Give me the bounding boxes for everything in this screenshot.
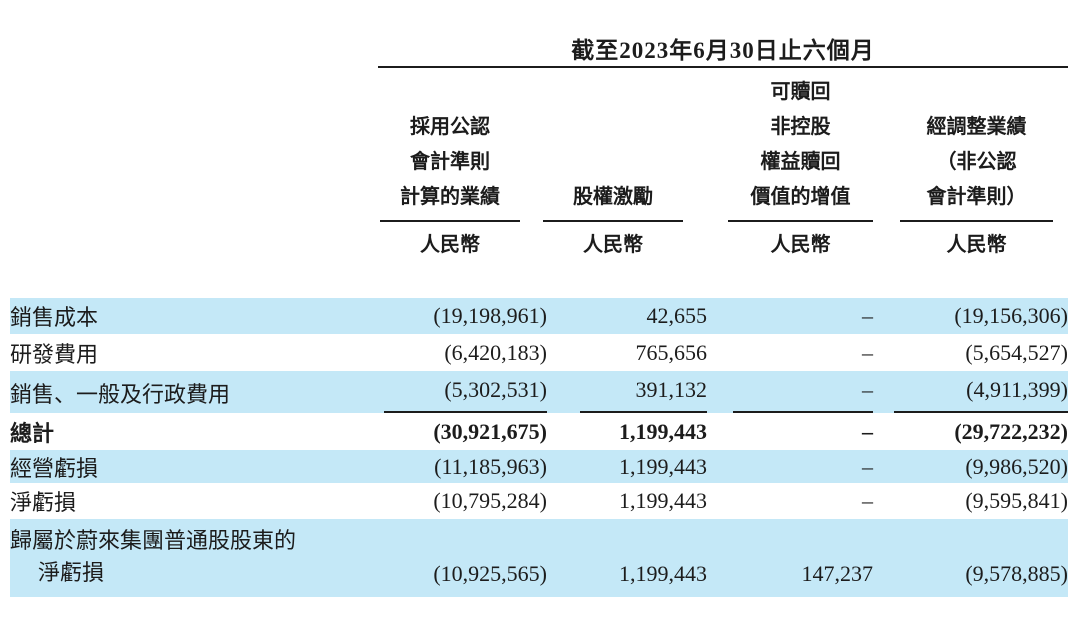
cell-value: – <box>862 418 873 444</box>
cell-value: (9,986,520) <box>965 453 1068 479</box>
underlined-value: (4,911,399) <box>894 371 1068 413</box>
row-label-line-1: 歸屬於蔚來集團普通股股東的 <box>10 528 297 553</box>
table-row-rd-expenses: 研發費用 (6,420,183) 765,656 – (5,654,527) <box>10 334 1068 371</box>
cell-value: (5,654,527) <box>965 339 1068 365</box>
column-header-adjusted-non-gaap-results: 經調整業績 （非公認 會計準則） <box>900 110 1053 222</box>
cell-value: 765,656 <box>635 339 708 365</box>
header-line: 會計準則） <box>926 186 1027 208</box>
table-row-cost-of-sales: 銷售成本 (19,198,961) 42,655 – (19,156,306) <box>10 298 1068 334</box>
table-row-sga-expenses: 銷售、一般及行政費用 (5,302,531) 391,132 – (4,911,… <box>10 371 1068 413</box>
column-header-gaap-results: 採用公認 會計準則 計算的業績 <box>380 110 520 222</box>
cell-value: (19,156,306) <box>954 303 1068 328</box>
header-line: 計算的業績 <box>400 186 500 208</box>
row-label-line-2: 淨虧損 <box>38 560 105 585</box>
table-row-loss-from-operations: 經營虧損 (11,185,963) 1,199,443 – (9,986,520… <box>10 450 1068 483</box>
header-line: 非控股 <box>770 116 831 138</box>
cell-value: 42,655 <box>646 303 708 328</box>
cell-value: – <box>862 453 873 479</box>
row-label: 研發費用 <box>10 341 99 367</box>
row-label: 經營虧損 <box>10 455 99 481</box>
cell-value: – <box>707 371 873 413</box>
column-header-row: 採用公認 會計準則 計算的業績 股權激勵 可贖回 非控股 權益贖回 價值的增值 … <box>0 78 1080 222</box>
header-line: 會計準則 <box>410 151 490 173</box>
table-row-total: 總計 (30,921,675) 1,199,443 – (29,722,232) <box>10 413 1068 450</box>
row-label: 總計 <box>10 420 55 446</box>
row-label: 銷售成本 <box>10 305 99 330</box>
cell-value: 1,199,443 <box>619 418 707 444</box>
period-title-rule <box>378 66 1068 68</box>
header-line: 股權激勵 <box>573 186 653 208</box>
cell-value: – <box>862 339 873 365</box>
underlined-value: (5,302,531) <box>384 371 547 413</box>
cell-value: (11,185,963) <box>434 453 547 479</box>
cell-value: (10,925,565) <box>433 561 547 586</box>
column-header-redeemable-nci-accretion: 可贖回 非控股 權益贖回 價值的增值 <box>728 75 873 222</box>
cell-value: (19,198,961) <box>433 303 547 328</box>
row-label: 淨虧損 <box>10 490 77 515</box>
cell-value: 391,132 <box>547 371 707 413</box>
cell-value: 147,237 <box>801 561 874 586</box>
header-line: 權益贖回 <box>760 151 841 173</box>
period-title: 截至2023年6月30日止六個月 <box>571 38 875 63</box>
currency-unit-label: 人民幣 <box>583 234 643 256</box>
cell-value: (4,911,399) <box>873 371 1068 413</box>
cell-value: (6,420,183) <box>444 339 547 365</box>
cell-value: (30,921,675) <box>433 418 547 444</box>
row-label: 銷售、一般及行政費用 <box>10 382 231 407</box>
table-row-net-loss: 淨虧損 (10,795,284) 1,199,443 – (9,595,841) <box>10 483 1068 519</box>
header-line: 經調整業績 <box>926 116 1027 138</box>
table-row-net-loss-attributable-to-shareholders: 歸屬於蔚來集團普通股股東的 淨虧損 (10,925,565) 1,199,443… <box>10 519 1068 597</box>
cell-value: – <box>862 303 873 328</box>
header-line: （非公認 <box>936 151 1017 173</box>
column-header-share-based-compensation: 股權激勵 <box>543 180 683 222</box>
cell-value: – <box>862 488 873 513</box>
cell-value: 1,199,443 <box>619 453 707 479</box>
cell-value: (9,578,885) <box>965 561 1068 586</box>
row-label: 歸屬於蔚來集團普通股股東的 淨虧損 <box>10 519 378 597</box>
header-line: 可贖回 <box>770 81 831 103</box>
cell-value: (5,302,531) <box>378 371 547 413</box>
underlined-value: – <box>733 371 873 413</box>
cell-value: (9,595,841) <box>965 488 1068 513</box>
underlined-value: 391,132 <box>580 371 707 413</box>
header-line: 採用公認 <box>410 116 490 138</box>
currency-unit-label: 人民幣 <box>420 234 480 256</box>
cell-value: 1,199,443 <box>619 488 707 513</box>
currency-unit-label: 人民幣 <box>946 234 1007 256</box>
cell-value: (29,722,232) <box>954 418 1068 444</box>
header-line: 價值的增值 <box>750 186 851 208</box>
cell-value: (10,795,284) <box>433 488 547 513</box>
currency-unit-label: 人民幣 <box>770 234 831 256</box>
cell-value: 1,199,443 <box>619 561 707 586</box>
